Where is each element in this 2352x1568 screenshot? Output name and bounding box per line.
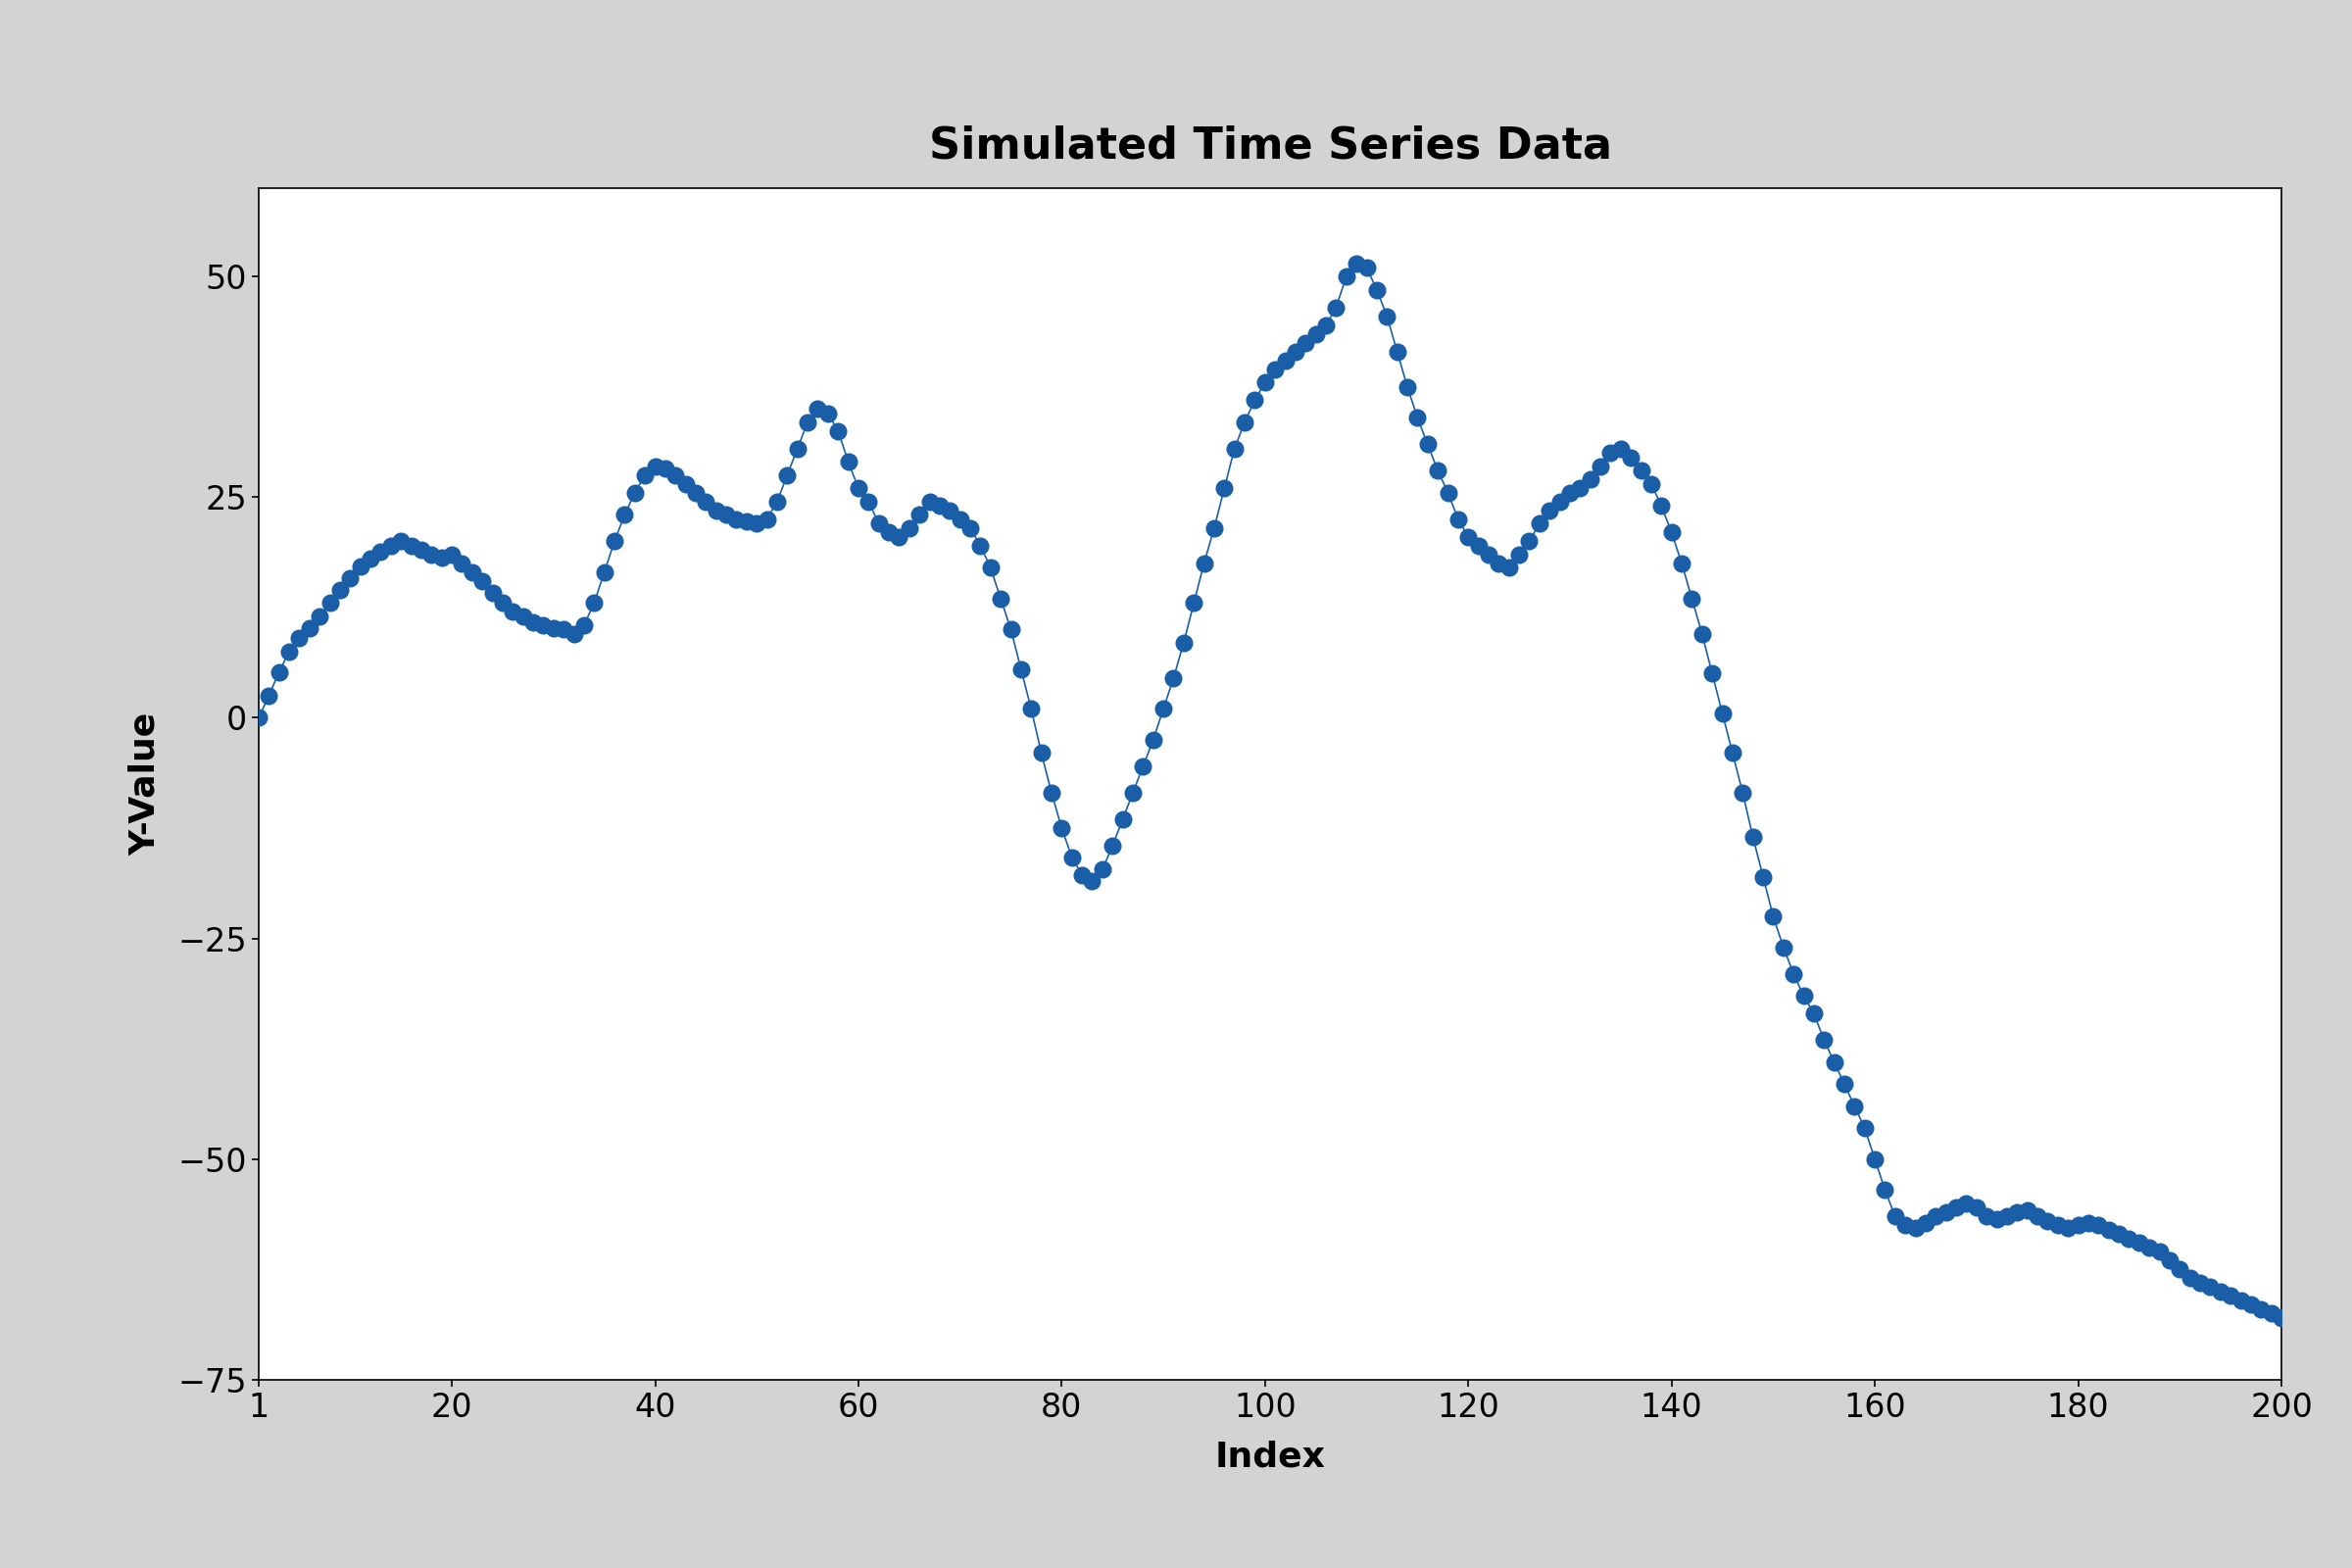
- X-axis label: Index: Index: [1214, 1439, 1327, 1474]
- Y-axis label: Y-Value: Y-Value: [129, 712, 162, 856]
- Title: Simulated Time Series Data: Simulated Time Series Data: [929, 125, 1611, 168]
